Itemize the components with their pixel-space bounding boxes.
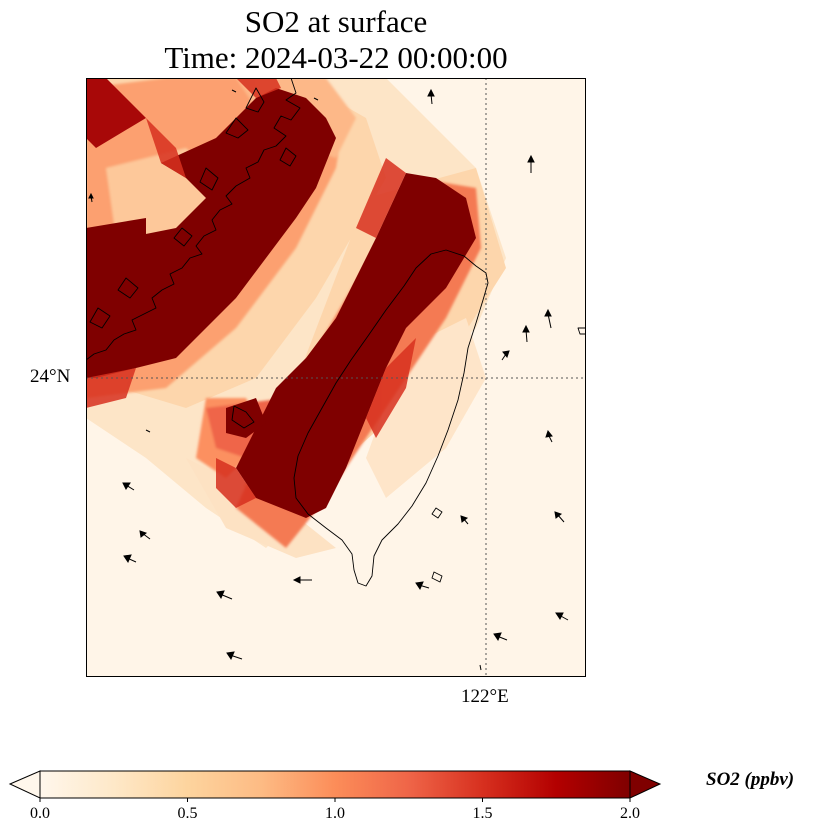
- figure-title: SO2 at surface: [244, 4, 428, 39]
- wind-arrow: [460, 515, 469, 525]
- wind-arrow: [226, 651, 243, 661]
- wind-arrow: [123, 554, 137, 564]
- colorbar-tick-label: 0.0: [30, 805, 50, 822]
- wind-arrow: [501, 350, 510, 361]
- colorbar: [8, 770, 662, 802]
- coastlines: [86, 78, 586, 587]
- wind-arrow: [545, 429, 553, 443]
- wind-arrow: [145, 429, 151, 433]
- wind-arrow: [555, 612, 569, 621]
- so2-field-fringe: [86, 78, 416, 508]
- wind-arrow: [479, 664, 482, 671]
- map-gridlines: [86, 78, 586, 677]
- wind-arrow: [139, 530, 151, 540]
- wind-arrow: [231, 89, 237, 93]
- wind-arrow: [415, 581, 430, 591]
- taiwan-coastline: [293, 249, 489, 587]
- wind-arrow: [427, 88, 435, 105]
- colorbar-extend-max: [629, 770, 662, 799]
- map-frame-border: [86, 78, 586, 677]
- wind-arrow: [493, 632, 508, 642]
- wind-arrow: [88, 192, 94, 203]
- wind-arrow: [292, 576, 312, 584]
- figure-subtitle-time: Time: 2024-03-22 00:00:00: [164, 40, 508, 75]
- map-canvas: [86, 78, 586, 677]
- wind-arrow: [544, 308, 552, 329]
- wind-arrow: [122, 482, 135, 491]
- wind-arrow: [216, 590, 233, 600]
- colorbar-bar: [39, 770, 631, 799]
- wind-arrow: [554, 511, 565, 523]
- penghu-islands: [231, 405, 255, 429]
- colorbar-tick-label: 1.5: [472, 805, 493, 822]
- wind-vectors: [88, 88, 569, 671]
- colorbar-extend-min: [8, 770, 41, 799]
- mainland-coastline: [86, 78, 301, 361]
- latitude-label: 24°N: [30, 366, 71, 387]
- wind-arrow: [522, 324, 530, 343]
- colorbar-tick-label: 1.0: [325, 805, 345, 822]
- colorbar-tick-label: 2.0: [620, 805, 640, 822]
- wind-arrow: [527, 154, 535, 173]
- longitude-label: 122°E: [461, 686, 509, 707]
- colorbar-label: SO2 (ppbv): [706, 769, 795, 790]
- wind-arrow: [313, 97, 319, 101]
- map-panel: [86, 78, 586, 677]
- colorbar-tick-label: 0.5: [177, 805, 198, 822]
